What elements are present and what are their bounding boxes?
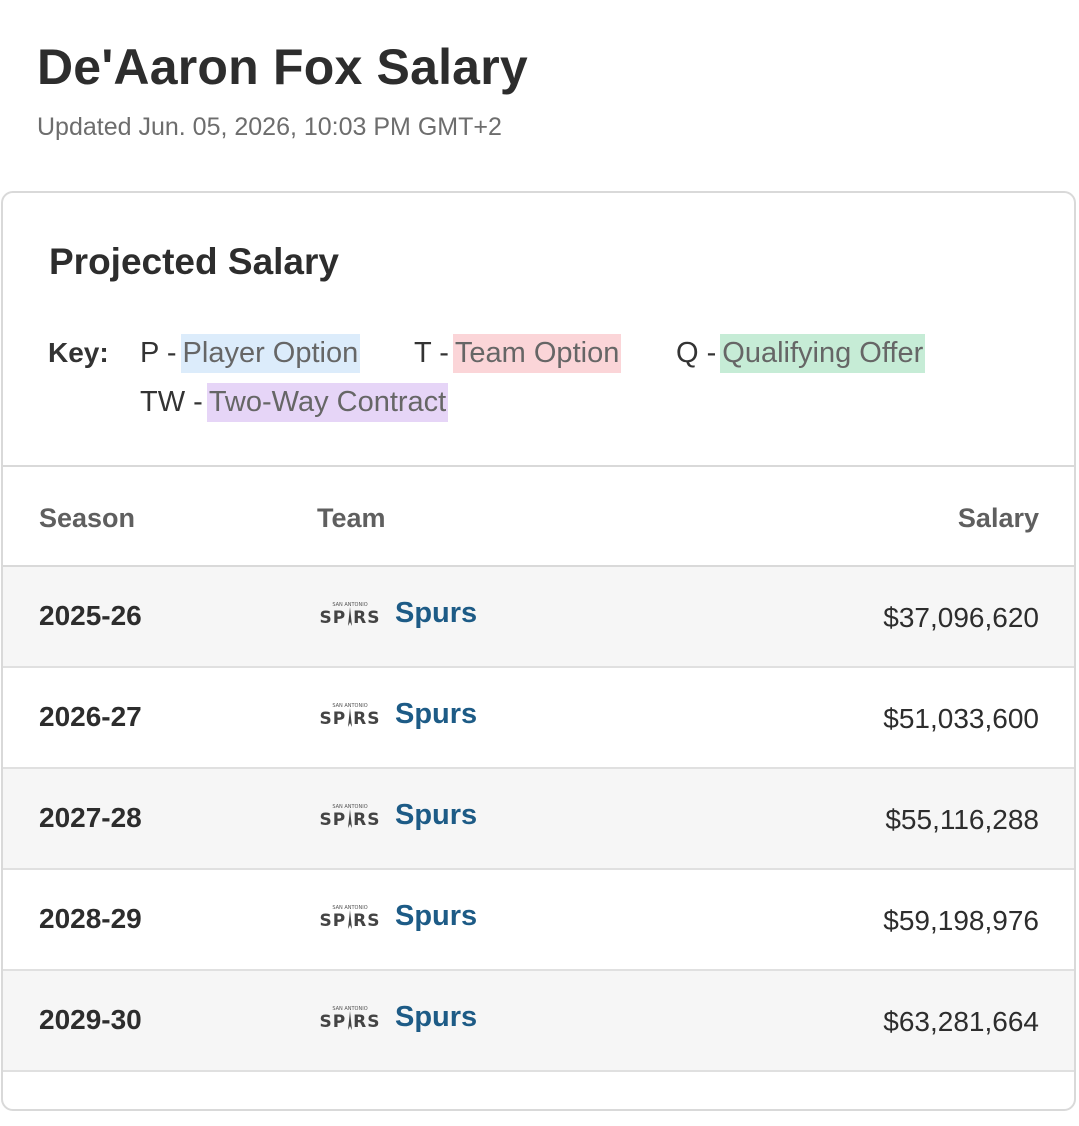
key-desc: Player Option bbox=[180, 334, 361, 373]
team-name: Spurs bbox=[395, 900, 478, 932]
salary-cell: $63,281,664 bbox=[883, 1006, 1039, 1037]
key-two-way-contract: TW - Two-Way Contract bbox=[140, 383, 449, 422]
spurs-logo-icon: SAN ANTONIO SP RS bbox=[320, 1006, 380, 1032]
season-cell: 2028-29 bbox=[39, 903, 142, 934]
key-desc: Two-Way Contract bbox=[206, 383, 449, 422]
key-code: P - bbox=[140, 337, 177, 369]
svg-text:SAN ANTONIO: SAN ANTONIO bbox=[332, 905, 367, 911]
key-player-option: P - Player Option bbox=[140, 334, 361, 373]
column-header-season: Season bbox=[39, 503, 136, 533]
key-desc: Qualifying Offer bbox=[720, 334, 926, 373]
team-name: Spurs bbox=[395, 597, 478, 629]
spurs-logo-icon: SAN ANTONIO SP RS bbox=[320, 602, 380, 628]
spurs-logo-icon: SAN ANTONIO SP RS bbox=[320, 703, 380, 729]
season-cell: 2025-26 bbox=[39, 600, 142, 631]
column-header-salary: Salary bbox=[957, 503, 1039, 533]
table-row: 2028-29 SAN ANTONIO SP RS Spurs $59,198,… bbox=[3, 870, 1074, 971]
table-row: 2025-26 SAN ANTONIO SP RS Spurs $37,096,… bbox=[3, 567, 1074, 668]
projected-salary-card: Projected Salary Key: P - Player Option … bbox=[1, 191, 1076, 1111]
season-cell: 2029-30 bbox=[39, 1004, 142, 1035]
season-cell: 2026-27 bbox=[39, 701, 142, 732]
svg-text:SAN ANTONIO: SAN ANTONIO bbox=[332, 1006, 367, 1012]
salary-cell: $59,198,976 bbox=[883, 905, 1039, 936]
key-desc: Team Option bbox=[452, 334, 622, 373]
key-code: TW - bbox=[140, 386, 203, 418]
table-row: 2027-28 SAN ANTONIO SP RS Spurs $55,116,… bbox=[3, 769, 1074, 870]
svg-text:SAN ANTONIO: SAN ANTONIO bbox=[332, 804, 367, 810]
key-qualifying-offer: Q - Qualifying Offer bbox=[676, 334, 926, 373]
salary-cell: $51,033,600 bbox=[883, 703, 1039, 734]
svg-text:SAN ANTONIO: SAN ANTONIO bbox=[332, 602, 367, 608]
updated-timestamp: Updated Jun. 05, 2026, 10:03 PM GMT+2 bbox=[37, 113, 502, 141]
team-link[interactable]: SAN ANTONIO SP RS Spurs bbox=[319, 900, 478, 933]
salary-cell: $37,096,620 bbox=[883, 602, 1039, 633]
svg-text:SAN ANTONIO: SAN ANTONIO bbox=[332, 703, 367, 709]
table-header: Season Team Salary bbox=[3, 467, 1074, 567]
table-row: 2029-30 SAN ANTONIO SP RS Spurs $63,281,… bbox=[3, 971, 1074, 1072]
team-name: Spurs bbox=[395, 799, 478, 831]
spurs-logo-icon: SAN ANTONIO SP RS bbox=[320, 905, 380, 931]
salary-table: Season Team Salary 2025-26 SAN ANTONIO S… bbox=[3, 465, 1074, 1072]
key-code: T - bbox=[414, 337, 449, 369]
team-name: Spurs bbox=[395, 698, 478, 730]
key-label: Key: bbox=[48, 337, 109, 368]
team-link[interactable]: SAN ANTONIO SP RS Spurs bbox=[319, 597, 478, 630]
team-link[interactable]: SAN ANTONIO SP RS Spurs bbox=[319, 1001, 478, 1034]
spurs-logo-icon: SAN ANTONIO SP RS bbox=[320, 804, 380, 830]
salary-cell: $55,116,288 bbox=[885, 804, 1039, 835]
key-team-option: T - Team Option bbox=[414, 334, 622, 373]
team-link[interactable]: SAN ANTONIO SP RS Spurs bbox=[319, 698, 478, 731]
card-title: Projected Salary bbox=[49, 241, 339, 282]
key-code: Q - bbox=[676, 337, 717, 369]
team-name: Spurs bbox=[395, 1001, 478, 1033]
table-row: 2026-27 SAN ANTONIO SP RS Spurs $51,033,… bbox=[3, 668, 1074, 769]
team-link[interactable]: SAN ANTONIO SP RS Spurs bbox=[319, 799, 478, 832]
page-title: De'Aaron Fox Salary bbox=[37, 39, 528, 95]
column-header-team: Team bbox=[317, 503, 386, 533]
season-cell: 2027-28 bbox=[39, 802, 142, 833]
